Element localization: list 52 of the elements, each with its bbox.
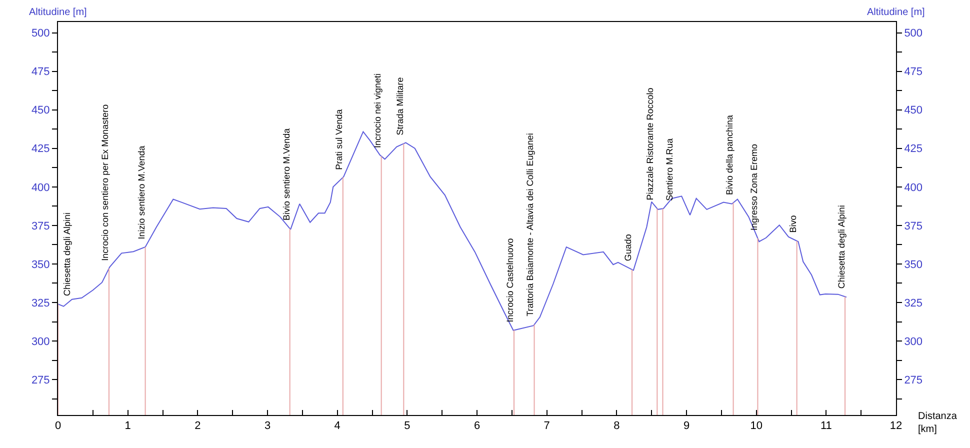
ref-line-label: Ingresso Zona Eremo: [748, 144, 759, 231]
y-tick-label: 425: [31, 143, 50, 156]
x-tick-label: 3: [264, 420, 271, 432]
y-tick-label: 475: [31, 66, 50, 78]
y-axis-title: Altitudine [m]: [29, 7, 88, 18]
y2-tick-label: 425: [904, 143, 923, 156]
y-tick-label: 400: [31, 182, 50, 194]
x-tick-label: 2: [194, 420, 201, 432]
ref-line-label: Prati sul Venda: [334, 109, 344, 170]
y2-tick-label: 375: [904, 220, 923, 232]
y2-axis-title: Altitudine [m]: [867, 7, 926, 18]
ref-line-label: Chiesetta degli Alpini: [62, 212, 72, 296]
x-tick-label: 5: [404, 420, 410, 432]
x-tick-label: 6: [474, 420, 480, 432]
ref-line-label: Incrocio Castelnuovo: [504, 238, 515, 322]
ref-line-label: Bivo: [788, 215, 798, 233]
y-tick-label: 350: [31, 258, 50, 271]
ref-line-label: Piazzale Ristorante Roccolo: [645, 88, 656, 200]
y-tick-label: 275: [31, 374, 50, 386]
y2-tick-label: 450: [904, 104, 923, 117]
ref-line-label: Guado: [622, 234, 633, 262]
x-tick-label: 8: [614, 420, 620, 432]
ref-line-label: Trattoria Baiamonte - Altavia dei Colli Euganei: [525, 133, 536, 316]
y-tick-label: 325: [31, 297, 50, 310]
y2-tick-label: 350: [904, 258, 923, 271]
y2-tick-label: 275: [904, 374, 923, 386]
x-tick-label: 10: [750, 420, 762, 432]
ref-line-label: Bivio sentiero M.Venda: [281, 128, 292, 220]
x-tick-label: 9: [683, 420, 690, 432]
ref-line-label: Bivio della panchina: [724, 114, 735, 195]
y2-tick-label: 300: [904, 336, 923, 348]
x-tick-label: 0: [54, 420, 62, 432]
y-tick-label: 375: [31, 220, 50, 232]
x-tick-label: 4: [334, 420, 340, 432]
y2-tick-label: 325: [904, 297, 923, 310]
x-tick-label: 1: [124, 420, 131, 432]
y2-tick-label: 475: [904, 66, 923, 78]
x-tick-label: 12: [890, 420, 902, 432]
ref-line-label: Incrocio con sentiero per Ex Monastero: [100, 104, 110, 261]
x-tick-label: 11: [820, 420, 832, 432]
y2-tick-label: 400: [904, 182, 923, 194]
ref-line-label: Sentiero M.Rua: [664, 138, 675, 201]
y-tick-label: 500: [31, 28, 50, 40]
y-tick-label: 300: [31, 336, 50, 348]
ref-line-label: Chiesetta degli Alpini: [836, 205, 846, 289]
ref-line-label: Incrocio nei vigneti: [372, 73, 383, 148]
ref-line-label: Inizio sentiero M.Venda: [136, 146, 146, 240]
x-axis-title: Distanza [km]: [918, 411, 958, 435]
ref-line-label: Strada Militare: [395, 77, 406, 136]
x-tick-label: 7: [544, 420, 550, 432]
y-tick-label: 450: [31, 104, 50, 117]
y2-tick-label: 500: [904, 28, 923, 40]
